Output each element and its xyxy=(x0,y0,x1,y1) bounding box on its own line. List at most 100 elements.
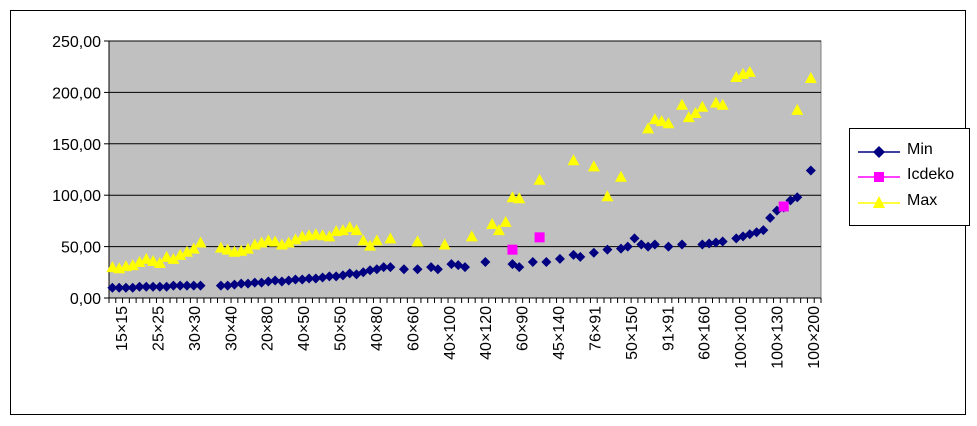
y-axis: 0,00 50,00 100,00 150,00 200,00 250,00 xyxy=(52,34,110,308)
y-tick-label: 50,00 xyxy=(61,240,101,257)
x-tick-label: 30×30 xyxy=(187,306,204,351)
x-tick-label: 100×100 xyxy=(733,306,750,369)
data-point-min xyxy=(283,275,294,286)
y-tick-label: 250,00 xyxy=(52,34,101,51)
data-point-max xyxy=(642,122,655,134)
data-point-min xyxy=(161,281,172,292)
data-point-min xyxy=(120,282,131,293)
data-point-max xyxy=(167,252,180,264)
data-point-max xyxy=(133,256,146,268)
data-point-min xyxy=(304,273,315,284)
x-tick-label: 91×91 xyxy=(660,306,677,351)
data-point-min xyxy=(480,257,491,268)
data-point-min xyxy=(460,262,470,273)
data-point-min xyxy=(181,280,192,291)
data-point-max xyxy=(357,234,370,246)
data-point-max xyxy=(743,65,756,77)
data-point-max xyxy=(180,245,193,257)
data-point-min xyxy=(649,239,660,250)
data-point-min xyxy=(385,262,396,273)
data-point-max xyxy=(614,170,627,182)
data-point-min xyxy=(229,279,240,290)
data-point-min xyxy=(263,276,274,287)
data-point-max xyxy=(269,235,282,247)
x-tick-label: 60×90 xyxy=(515,306,532,351)
data-point-min xyxy=(290,274,301,285)
data-point-min xyxy=(758,225,769,236)
x-tick-label: 25×25 xyxy=(150,306,167,351)
data-point-max xyxy=(791,103,804,115)
data-point-min xyxy=(602,244,613,255)
data-point-min xyxy=(412,264,423,275)
data-point-max xyxy=(187,242,200,254)
data-point-min xyxy=(317,272,328,283)
data-point-max xyxy=(370,234,383,246)
data-point-min xyxy=(148,281,159,292)
data-point-min xyxy=(114,282,125,293)
data-point-max xyxy=(689,106,702,118)
data-point-icdeko xyxy=(507,244,518,255)
data-point-max xyxy=(336,224,349,236)
data-point-max xyxy=(160,250,173,262)
x-tick-label: 50×150 xyxy=(624,306,641,360)
data-point-min xyxy=(134,281,145,292)
data-point-min xyxy=(704,238,715,249)
data-point-min xyxy=(154,281,165,292)
data-point-min xyxy=(243,278,254,289)
data-point-icdeko xyxy=(534,232,545,243)
data-point-max xyxy=(221,243,234,255)
legend-item-max: Max xyxy=(850,191,969,215)
data-point-max xyxy=(153,257,166,269)
data-point-max xyxy=(282,236,295,248)
data-point-max xyxy=(384,232,397,244)
data-point-min xyxy=(256,277,267,288)
legend-symbol-max xyxy=(858,196,900,208)
data-point-icdeko xyxy=(778,201,789,212)
data-point-min xyxy=(127,282,138,293)
data-point-max xyxy=(289,233,302,245)
data-point-max xyxy=(682,111,695,123)
y-tick-label: 150,00 xyxy=(52,137,101,154)
data-point-min xyxy=(365,265,376,276)
data-point-min xyxy=(195,280,206,291)
data-point-max xyxy=(194,236,207,248)
data-point-min xyxy=(446,259,457,270)
data-point-min xyxy=(717,236,728,247)
data-point-min xyxy=(588,247,599,258)
y-tick-label: 100,00 xyxy=(52,188,101,205)
data-point-max xyxy=(804,72,817,84)
data-point-max xyxy=(648,113,661,125)
x-tick-label: 100×130 xyxy=(770,306,787,369)
data-point-min xyxy=(249,277,260,288)
legend-item-min: Min xyxy=(850,140,969,164)
y-tick-label: 0,00 xyxy=(70,291,101,308)
data-point-min xyxy=(344,268,355,279)
data-point-min xyxy=(697,239,708,250)
legend-label-max: Max xyxy=(907,192,938,209)
data-point-max xyxy=(486,217,499,229)
data-point-min xyxy=(188,280,199,291)
data-point-min xyxy=(622,241,633,252)
data-point-max xyxy=(174,248,187,260)
scatter-chart: 0,00 50,00 100,00 150,00 200,00 250,00 15×15 2… xyxy=(52,34,823,369)
x-tick-label: 40×100 xyxy=(442,306,459,360)
x-tick-label: 60×60 xyxy=(405,306,422,351)
data-point-min xyxy=(107,282,118,293)
series-min xyxy=(107,165,816,293)
data-point-max xyxy=(140,252,153,264)
x-tick-label: 30×40 xyxy=(223,306,240,351)
legend-label-min: Min xyxy=(907,141,933,158)
plot-area xyxy=(108,40,822,299)
data-point-min xyxy=(331,271,342,282)
x-tick-label: 50×50 xyxy=(333,306,350,351)
series-max xyxy=(106,65,817,274)
data-point-min xyxy=(765,212,776,223)
legend-item-icdeko: Icdeko xyxy=(850,165,969,189)
x-tick-label: 76×91 xyxy=(587,306,604,351)
legend-symbol-icdeko xyxy=(858,172,900,182)
data-point-min xyxy=(792,192,803,203)
data-point-max xyxy=(364,239,377,251)
data-point-min xyxy=(575,251,586,262)
data-point-min xyxy=(141,281,152,292)
data-point-max xyxy=(492,224,505,236)
